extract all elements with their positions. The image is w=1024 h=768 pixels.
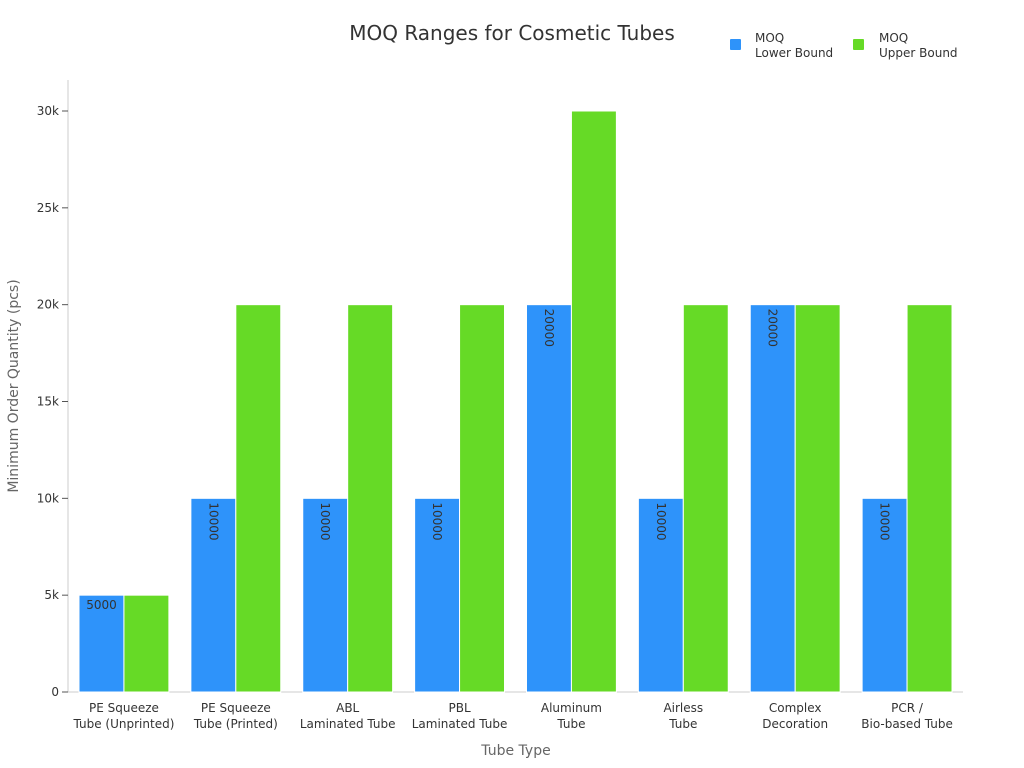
bar-lower-1[interactable]: [190, 497, 237, 693]
bar-upper-2[interactable]: [347, 304, 394, 693]
y-tick-label: 20k: [37, 298, 59, 312]
bars: [78, 110, 953, 693]
legend-label: MOQ Upper Bound: [879, 31, 958, 60]
chart-title: MOQ Ranges for Cosmetic Tubes: [349, 21, 675, 45]
x-tick-label: ABL Laminated Tube: [300, 701, 396, 731]
bar-upper-5[interactable]: [682, 304, 729, 693]
data-label: 10000: [878, 502, 892, 540]
legend[interactable]: MOQ Lower Bound MOQ Upper Bound: [730, 31, 958, 60]
bar-lower-5[interactable]: [637, 497, 684, 693]
x-tick-label: Airless Tube: [663, 701, 703, 731]
data-labels: 5000 10000 10000 10000 20000 10000 20000 10000: [86, 309, 891, 613]
data-label: 5000: [86, 598, 117, 612]
y-tick-label: 25k: [37, 201, 59, 215]
bar-upper-7[interactable]: [906, 304, 953, 693]
x-tick-label: Complex Decoration: [762, 701, 828, 731]
bar-lower-2[interactable]: [302, 497, 349, 693]
bar-upper-3[interactable]: [459, 304, 505, 693]
y-tick-label: 0: [51, 685, 59, 699]
x-tick-label: PBL Laminated Tube: [412, 701, 508, 731]
data-label: 20000: [766, 309, 780, 347]
x-tick-label: PE Squeeze Tube (Printed): [193, 701, 278, 731]
legend-item-upper-bound[interactable]: MOQ Upper Bound: [853, 31, 958, 60]
bar-lower-6[interactable]: [749, 304, 796, 693]
legend-swatch: [730, 39, 741, 50]
data-label: 10000: [318, 502, 332, 540]
y-axis-title: Minimum Order Quantity (pcs): [6, 279, 22, 492]
y-tick-label: 15k: [37, 395, 59, 409]
bar-lower-4[interactable]: [526, 304, 572, 693]
legend-label: MOQ Lower Bound: [755, 31, 833, 60]
y-tick-label: 10k: [37, 491, 59, 505]
bar-upper-4[interactable]: [570, 110, 617, 693]
data-label: 10000: [654, 502, 668, 540]
bar-upper-0[interactable]: [123, 594, 170, 693]
x-tick-label: PCR / Bio-based Tube: [861, 701, 953, 731]
x-axis-title: Tube Type: [480, 743, 550, 759]
data-label: 20000: [542, 309, 556, 347]
legend-item-lower-bound[interactable]: MOQ Lower Bound: [730, 31, 833, 60]
data-label: 10000: [206, 502, 220, 540]
bar-lower-7[interactable]: [861, 497, 908, 693]
x-tick-label: PE Squeeze Tube (Unprinted): [73, 701, 175, 731]
legend-swatch: [853, 39, 864, 50]
y-tick-label: 30k: [37, 104, 59, 118]
data-label: 10000: [430, 502, 444, 540]
bar-upper-6[interactable]: [794, 304, 841, 693]
x-tick-label: Aluminum Tube: [541, 701, 602, 731]
y-tick-label: 5k: [44, 588, 59, 602]
axes: 0 5k 10k 15k 20k 25k 30k PE Squeeze Tube (Unprin…: [37, 80, 963, 731]
bar-lower-3[interactable]: [414, 497, 461, 693]
bar-upper-1[interactable]: [235, 304, 282, 693]
